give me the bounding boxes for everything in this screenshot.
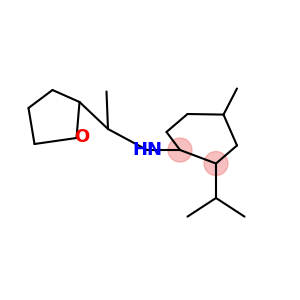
- Text: HN: HN: [132, 141, 162, 159]
- Text: O: O: [74, 128, 89, 146]
- Circle shape: [168, 138, 192, 162]
- Circle shape: [204, 152, 228, 176]
